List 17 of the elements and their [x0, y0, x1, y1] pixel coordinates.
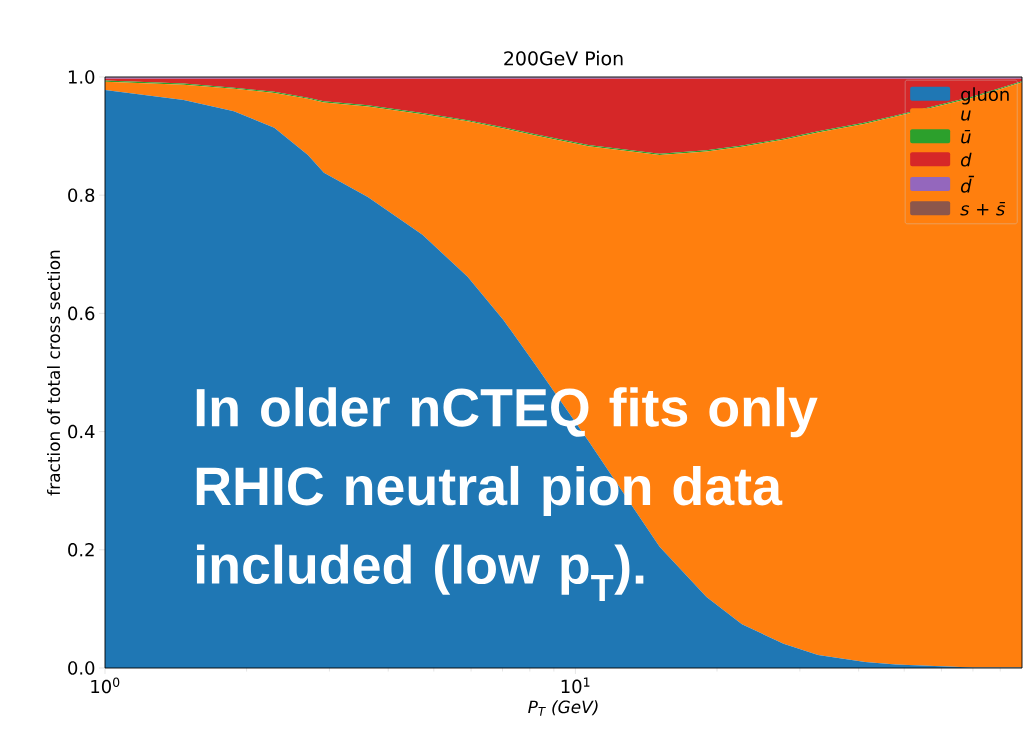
x-tick-label: 10$^{1}$ [561, 677, 590, 694]
y-tick-label: 0.0 [68, 661, 95, 675]
legend-label: d [960, 152, 972, 167]
x-axis-title: P$_{T}$ (GeV) [528, 700, 598, 716]
y-axis-title: fraction of total cross section [47, 250, 61, 496]
y-tick-label: 1.0 [68, 70, 95, 84]
y-tick-label: 0.6 [68, 306, 95, 321]
legend-label: ū [961, 129, 971, 144]
y-tick-label: 0.4 [68, 424, 95, 439]
legend-label: u [961, 110, 971, 121]
x-tick-label: 10$^{0}$ [91, 677, 120, 694]
y-tick-label: 0.2 [68, 543, 94, 557]
chart-title: 200GeV Pion [504, 50, 623, 66]
legend-label: gluon [961, 87, 1009, 105]
y-tick-label: 0.8 [68, 188, 95, 202]
legend-label: d̄ [960, 175, 975, 193]
legend-label: s + s̄ [960, 201, 1006, 216]
